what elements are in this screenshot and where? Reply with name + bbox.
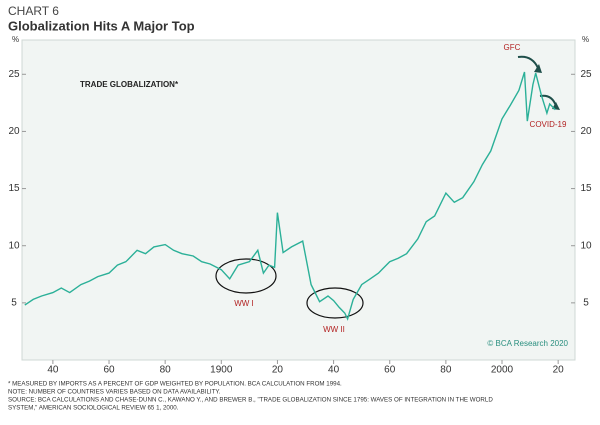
x-tick-label: 1900 (210, 365, 233, 376)
chart-title: Globalization Hits A Major Top (8, 18, 195, 33)
footnote: SYSTEM," AMERICAN SOCIOLOGICAL REVIEW 65… (8, 405, 179, 412)
footnote: SOURCE: BCA CALCULATIONS AND CHASE-DUNN … (8, 397, 493, 404)
y2-tick-label: 5 (583, 297, 589, 308)
y2-unit: % (582, 35, 589, 44)
footnote: * MEASURED BY IMPORTS AS A PERCENT OF GD… (8, 381, 342, 388)
annotation: WW I (234, 299, 254, 308)
ww1-ellipse (215, 258, 277, 294)
x-tick-label: 80 (160, 365, 172, 376)
y-tick-label: 20 (8, 126, 20, 137)
annotation: GFC (504, 43, 521, 52)
y-tick-label: 10 (8, 240, 20, 251)
series-line (24, 71, 556, 321)
annotation: WW II (323, 325, 345, 334)
gfc-arrowhead (534, 64, 542, 73)
annotation: COVID-19 (530, 120, 567, 129)
x-tick-label: 60 (103, 365, 115, 376)
x-tick-label: 20 (272, 365, 284, 376)
x-tick-label: 40 (328, 365, 340, 376)
series-label: TRADE GLOBALIZATION* (80, 80, 179, 89)
x-tick-label: 20 (553, 365, 565, 376)
gfc-arrow (517, 55, 539, 69)
x-tick-label: 80 (440, 365, 452, 376)
y-tick-label: 15 (8, 183, 20, 194)
ww2-ellipse (306, 287, 364, 319)
y2-tick-label: 25 (580, 69, 592, 80)
chart-label: CHART 6 (8, 4, 59, 18)
copyright: © BCA Research 2020 (487, 339, 568, 348)
y-unit: % (12, 35, 19, 44)
y2-tick-label: 10 (580, 240, 592, 251)
footnote: NOTE: NUMBER OF COUNTRIES VARIES BASED O… (8, 389, 221, 396)
x-tick-label: 2000 (491, 365, 514, 376)
y-tick-label: 5 (11, 297, 17, 308)
y2-tick-label: 20 (580, 126, 592, 137)
y-tick-label: 25 (8, 69, 20, 80)
x-tick-label: 40 (47, 365, 59, 376)
x-tick-label: 60 (384, 365, 396, 376)
plot-area (21, 39, 576, 361)
y2-tick-label: 15 (580, 183, 592, 194)
